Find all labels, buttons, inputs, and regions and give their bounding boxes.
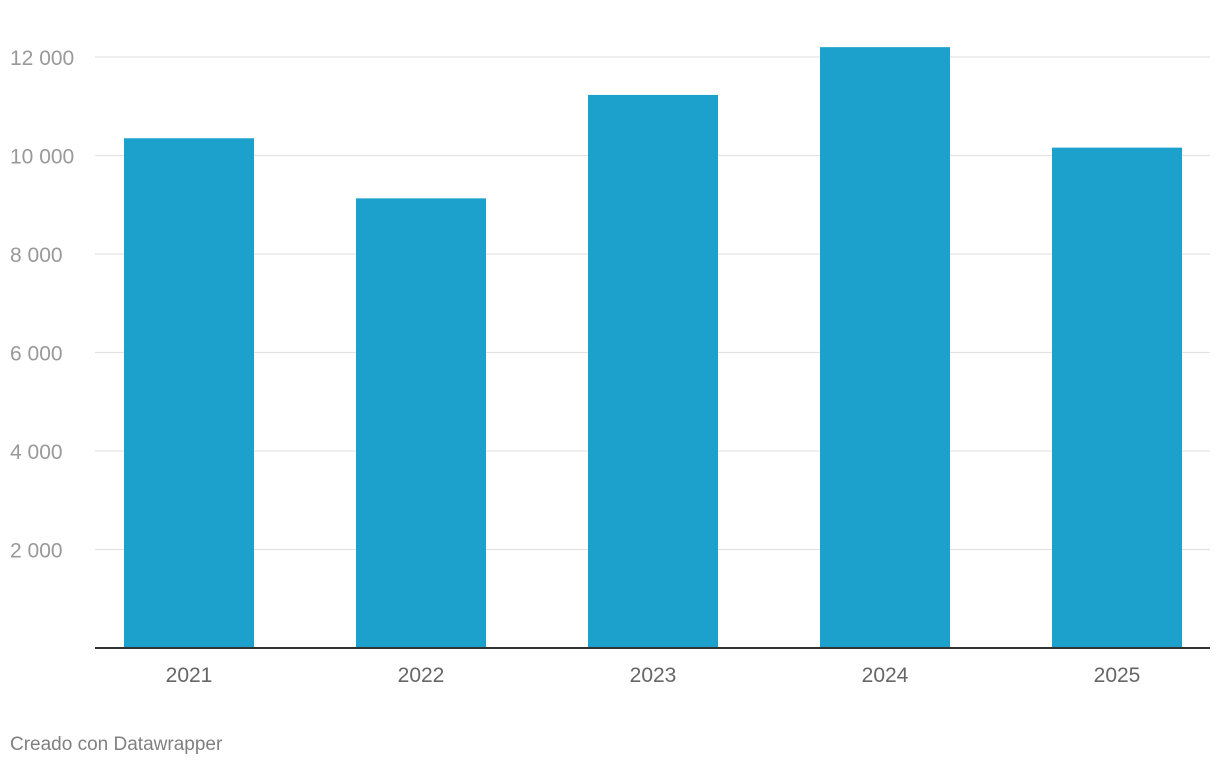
y-tick-label: 4 000 bbox=[10, 441, 63, 464]
x-tick-label: 2025 bbox=[1094, 664, 1141, 687]
x-tick-label: 2022 bbox=[398, 664, 445, 687]
y-tick-label: 8 000 bbox=[10, 244, 63, 267]
y-tick-label: 6 000 bbox=[10, 343, 63, 366]
bar-2024 bbox=[820, 47, 950, 648]
bar-2021 bbox=[124, 138, 254, 648]
x-tick-label: 2024 bbox=[862, 664, 909, 687]
y-tick-label: 10 000 bbox=[10, 146, 74, 169]
bars bbox=[124, 47, 1182, 649]
bar-2023 bbox=[588, 94, 718, 649]
y-tick-label: 12 000 bbox=[10, 47, 74, 70]
x-tick-label: 2021 bbox=[166, 664, 213, 687]
footer-credit: Creado con Datawrapper bbox=[10, 734, 223, 755]
bar-2022 bbox=[356, 198, 486, 648]
bar-2025 bbox=[1052, 147, 1182, 648]
y-tick-label: 2 000 bbox=[10, 540, 63, 563]
y-axis-tick-labels: 2 000 4 000 6 000 8 000 10 000 12 000 bbox=[10, 47, 74, 563]
x-axis-tick-labels: 2021 2022 2023 2024 2025 bbox=[166, 664, 1141, 687]
x-tick-label: 2023 bbox=[630, 664, 677, 687]
